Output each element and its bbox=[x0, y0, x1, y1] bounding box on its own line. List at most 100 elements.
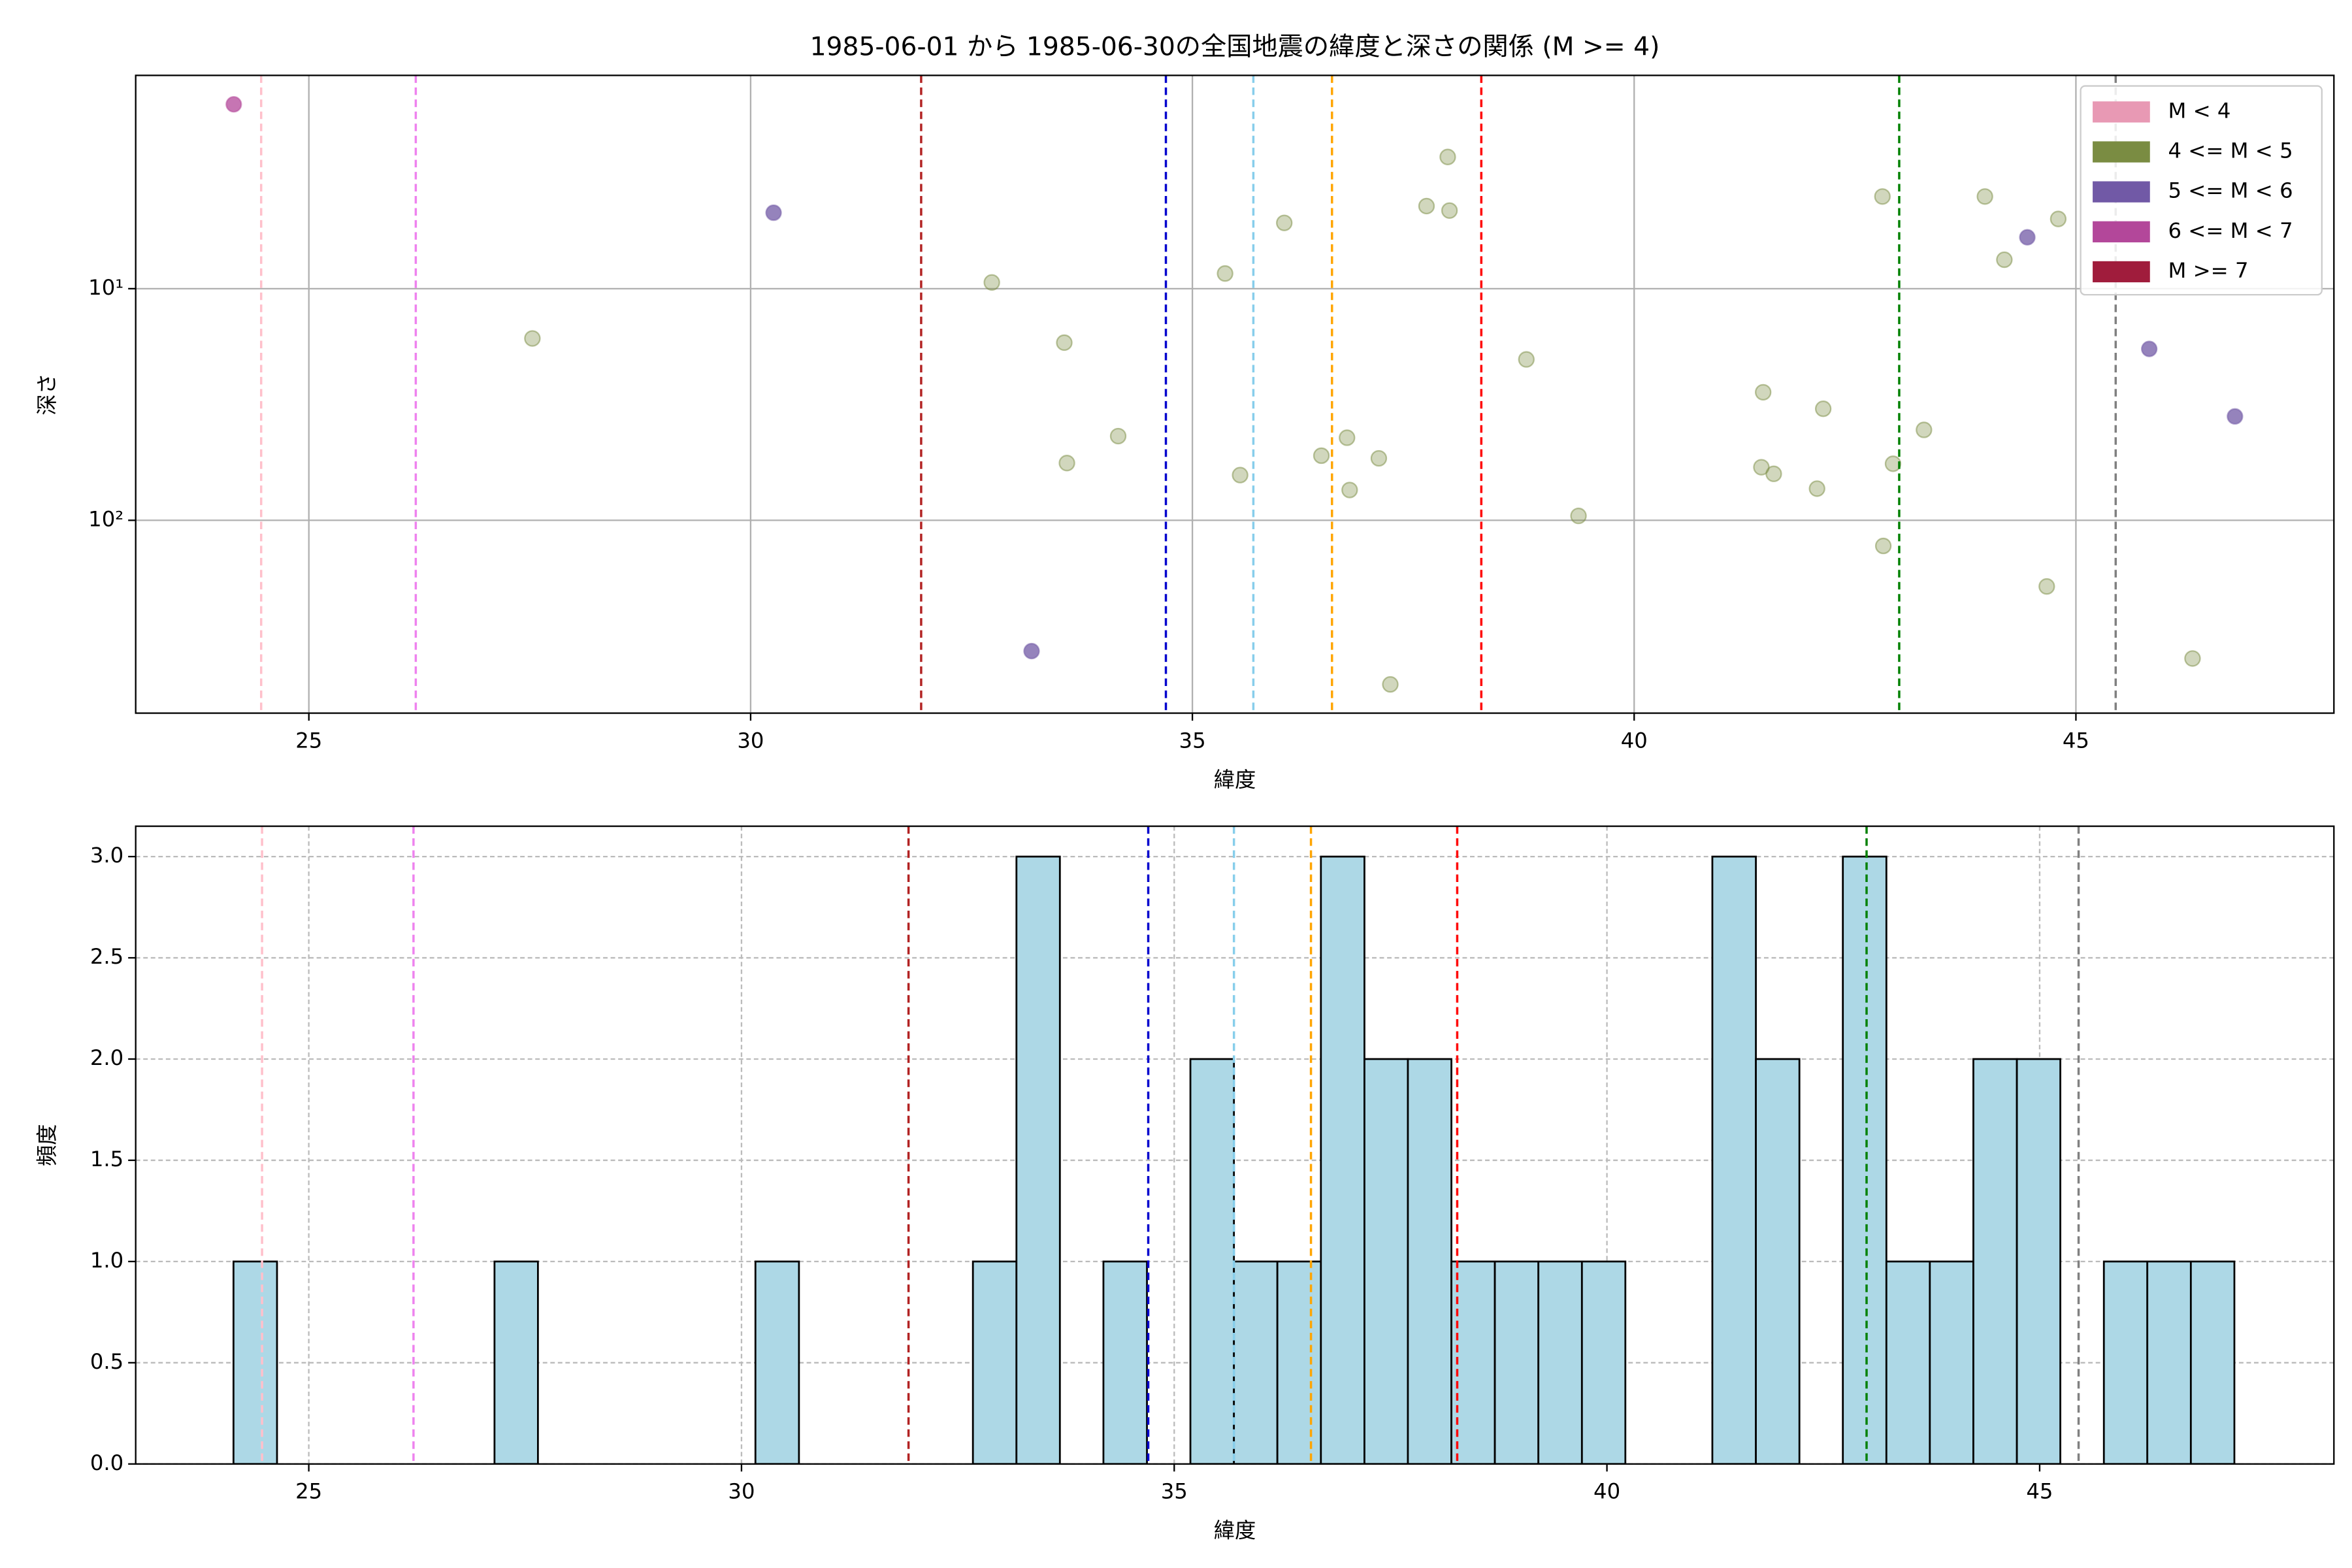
point bbox=[1370, 449, 1388, 467]
legend-swatch bbox=[2093, 181, 2150, 203]
bar bbox=[1276, 1260, 1322, 1464]
y-tick-label: 1.0 bbox=[90, 1248, 123, 1273]
legend-swatch bbox=[2093, 221, 2150, 242]
legend-swatch bbox=[2093, 261, 2150, 283]
point bbox=[1765, 465, 1782, 482]
bar bbox=[1450, 1260, 1496, 1464]
x-tick-label: 30 bbox=[728, 1479, 755, 1504]
bar bbox=[1102, 1260, 1148, 1464]
bar bbox=[972, 1260, 1018, 1464]
bar bbox=[1407, 1058, 1452, 1464]
legend-label: 4 <= M < 5 bbox=[2168, 139, 2293, 163]
point bbox=[1441, 202, 1458, 219]
point bbox=[1518, 351, 1535, 368]
point bbox=[1339, 429, 1356, 446]
y-tick-label: 10¹ bbox=[88, 275, 123, 300]
y-axis-label: 頻度 bbox=[35, 1124, 59, 1166]
point bbox=[1276, 214, 1293, 231]
point bbox=[1884, 455, 1902, 472]
point bbox=[2019, 229, 2036, 246]
x-tick-label: 40 bbox=[1593, 1479, 1620, 1504]
point bbox=[1874, 537, 1892, 555]
point bbox=[1814, 400, 1832, 417]
point bbox=[1217, 265, 1233, 282]
y-tick-label: 3.0 bbox=[90, 843, 123, 868]
point bbox=[983, 274, 1000, 291]
y-axis-label: 深さ bbox=[35, 373, 59, 416]
legend-swatch bbox=[2093, 141, 2150, 163]
bar bbox=[1189, 1058, 1235, 1464]
chart-title: 1985-06-01 から 1985-06-30の全国地震の緯度と深さの関係 (… bbox=[810, 32, 1660, 61]
point bbox=[2050, 210, 2067, 227]
bar bbox=[2102, 1260, 2149, 1464]
point bbox=[1755, 384, 1772, 401]
x-axis-label: 緯度 bbox=[1214, 1518, 1256, 1543]
legend-label: 5 <= M < 6 bbox=[2168, 178, 2293, 203]
x-tick-label: 25 bbox=[295, 1479, 322, 1504]
x-tick-label: 45 bbox=[2063, 728, 2089, 753]
point bbox=[225, 95, 242, 113]
point bbox=[1341, 482, 1358, 498]
bar bbox=[1580, 1260, 1627, 1464]
point bbox=[1109, 427, 1127, 445]
point bbox=[1996, 251, 2013, 269]
x-axis-label: 緯度 bbox=[1214, 767, 1256, 792]
bar bbox=[1929, 1260, 1974, 1464]
bar bbox=[1320, 855, 1365, 1464]
point bbox=[2038, 578, 2055, 595]
legend-label: M >= 7 bbox=[2168, 258, 2248, 283]
bar bbox=[493, 1260, 539, 1464]
point bbox=[1058, 455, 1075, 472]
bar bbox=[2189, 1260, 2236, 1464]
axes-frame bbox=[135, 825, 2335, 1465]
y-tick-label: 0.0 bbox=[90, 1450, 123, 1475]
y-tick-label: 10² bbox=[88, 506, 123, 531]
point bbox=[524, 330, 541, 347]
x-tick-label: 35 bbox=[1179, 728, 1206, 753]
point bbox=[2227, 408, 2244, 425]
point bbox=[2140, 340, 2158, 357]
legend-swatch bbox=[2093, 101, 2150, 123]
bar bbox=[1711, 855, 1757, 1464]
point bbox=[2184, 650, 2201, 667]
point bbox=[1382, 676, 1399, 693]
bar bbox=[1233, 1260, 1279, 1464]
y-tick-label: 2.0 bbox=[90, 1045, 123, 1070]
x-tick-label: 40 bbox=[1621, 728, 1648, 753]
legend-box bbox=[2080, 85, 2323, 296]
bar bbox=[1015, 855, 1061, 1464]
point bbox=[1313, 447, 1330, 465]
y-tick-label: 2.5 bbox=[90, 944, 123, 969]
axes-frame bbox=[135, 74, 2335, 714]
plot-area bbox=[232, 826, 2236, 1464]
bar bbox=[1842, 855, 1887, 1464]
x-tick-label: 30 bbox=[737, 728, 764, 753]
point bbox=[1056, 334, 1073, 351]
point bbox=[1023, 642, 1040, 660]
x-tick-label: 45 bbox=[2026, 1479, 2053, 1504]
y-tick-label: 0.5 bbox=[90, 1349, 123, 1374]
bar bbox=[2016, 1058, 2061, 1464]
point bbox=[765, 204, 782, 221]
x-tick-label: 25 bbox=[295, 728, 322, 753]
point bbox=[1439, 148, 1456, 165]
plot-area bbox=[225, 75, 2244, 713]
bar bbox=[1755, 1058, 1801, 1464]
legend-label: 6 <= M < 7 bbox=[2168, 218, 2293, 243]
point bbox=[1418, 197, 1435, 215]
bar bbox=[1972, 1058, 2018, 1464]
point bbox=[1232, 466, 1249, 483]
x-tick-label: 35 bbox=[1161, 1479, 1188, 1504]
bar bbox=[1537, 1260, 1583, 1464]
bar bbox=[232, 1260, 278, 1464]
bar bbox=[754, 1260, 800, 1464]
point bbox=[1916, 421, 1933, 438]
legend-label: M < 4 bbox=[2168, 98, 2230, 123]
y-tick-label: 1.5 bbox=[90, 1147, 123, 1171]
bar bbox=[1364, 1058, 1409, 1464]
point bbox=[1808, 480, 1825, 497]
point bbox=[1570, 507, 1587, 525]
bar bbox=[1885, 1260, 1931, 1464]
